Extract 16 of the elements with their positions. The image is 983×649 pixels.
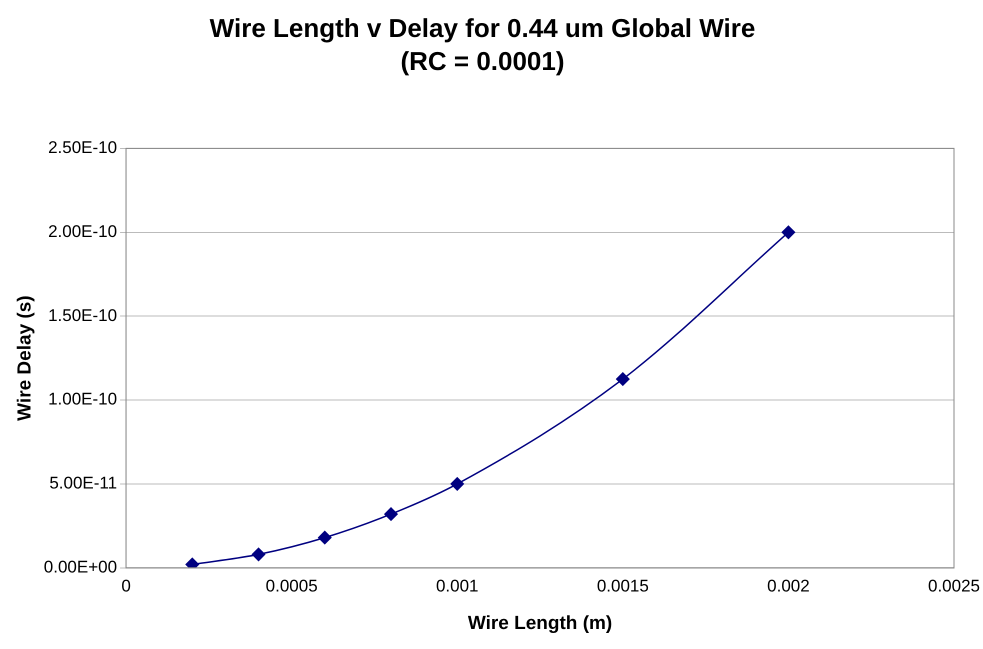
x-tick-label: 0 (121, 576, 131, 596)
y-tick-label: 1.00E-10 (48, 390, 118, 409)
x-tick-label: 0.0025 (928, 576, 980, 596)
x-axis-title: Wire Length (m) (468, 612, 612, 634)
y-tick-label: 2.00E-10 (48, 222, 118, 241)
x-tick-label: 0.0005 (266, 576, 318, 596)
x-tick-label: 0.001 (436, 576, 479, 596)
x-tick-label: 0.0015 (596, 576, 649, 596)
chart-title: Wire Length v Delay for 0.44 um Global Wire (210, 12, 756, 43)
chart-subtitle: (RC = 0.0001) (400, 46, 565, 76)
y-tick-label: 5.00E-11 (49, 474, 118, 493)
y-tick-label: 1.50E-10 (48, 306, 118, 325)
y-axis-title: Wire Delay (s) (14, 295, 36, 421)
x-tick-label: 0.002 (767, 576, 810, 596)
y-tick-label: 0.00E+00 (44, 557, 118, 576)
y-tick-label: 2.50E-10 (48, 138, 118, 158)
